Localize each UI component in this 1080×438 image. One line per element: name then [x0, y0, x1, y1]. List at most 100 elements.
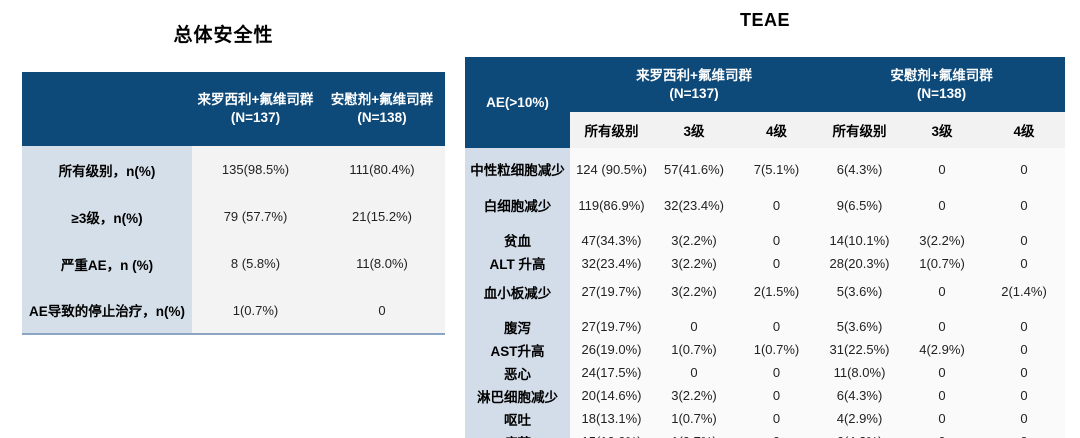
data-cell: 11(8.0%)	[319, 240, 445, 287]
data-cell: 1(0.7%)	[653, 430, 735, 438]
data-cell: 5(3.6%)	[818, 308, 902, 338]
data-cell: 2(1.5%)	[735, 274, 819, 309]
column-header-ribociclib: 来罗西利+氟维司群 (N=137)	[192, 72, 319, 146]
data-cell: 0	[901, 430, 984, 438]
teae-title: TEAE	[739, 10, 790, 30]
data-cell: 0	[983, 384, 1066, 407]
table-row: 腹泻 27(19.7%) 0 0 5(3.6%) 0 0	[465, 308, 1066, 338]
data-cell: 0	[983, 308, 1066, 338]
data-cell: 0	[901, 407, 984, 430]
data-cell: 0	[983, 361, 1066, 384]
data-cell: 0	[983, 251, 1066, 275]
row-label: 中性粒细胞减少	[465, 148, 570, 188]
table-row: 疲劳 15(10.9%) 1(0.7%) 0 6(4.3%) 0 0	[465, 430, 1066, 438]
data-cell: 0	[735, 251, 819, 275]
table-row: 呕吐 18(13.1%) 1(0.7%) 0 4(2.9%) 0 0	[465, 407, 1066, 430]
data-cell: 5(3.6%)	[818, 274, 902, 309]
table-row: 所有级别，n(%) 135(98.5%) 111(80.4%)	[22, 146, 445, 193]
data-cell: 4(2.9%)	[901, 338, 984, 361]
data-cell: 0	[653, 308, 735, 338]
data-cell: 6(4.3%)	[818, 430, 902, 438]
subcolumn-header: 所有级别	[570, 112, 653, 148]
data-cell: 0	[901, 361, 984, 384]
data-cell: 3(2.2%)	[653, 384, 735, 407]
data-cell: 3(2.2%)	[653, 251, 735, 275]
data-cell: 0	[983, 188, 1066, 222]
data-cell: 0	[735, 384, 819, 407]
row-label: 白细胞减少	[465, 188, 570, 222]
data-cell: 0	[735, 222, 819, 252]
data-cell: 0	[319, 287, 445, 334]
data-cell: 0	[735, 430, 819, 438]
row-label: 所有级别，n(%)	[22, 146, 192, 193]
subcolumn-header: 3级	[653, 112, 735, 148]
table-row: 恶心 24(17.5%) 0 0 11(8.0%) 0 0	[465, 361, 1066, 384]
data-cell: 0	[983, 430, 1066, 438]
table-row: 严重AE，n (%) 8 (5.8%) 11(8.0%)	[22, 240, 445, 287]
subcolumn-header: 所有级别	[818, 112, 902, 148]
data-cell: 119(86.9%)	[570, 188, 653, 222]
row-label: 血小板减少	[465, 274, 570, 309]
data-cell: 0	[901, 384, 984, 407]
group-name: 安慰剂+氟维司群	[890, 67, 993, 83]
row-label: AE导致的停止治疗，n(%)	[22, 287, 192, 334]
table-row: 中性粒细胞减少 124 (90.5%) 57(41.6%) 7(5.1%) 6(…	[465, 148, 1066, 188]
data-cell: 32(23.4%)	[653, 188, 735, 222]
data-cell: 31(22.5%)	[818, 338, 902, 361]
data-cell: 47(34.3%)	[570, 222, 653, 252]
table-row: ≥3级，n(%) 79 (57.7%) 21(15.2%)	[22, 193, 445, 240]
group-name: 安慰剂+氟维司群	[330, 91, 434, 107]
data-cell: 0	[735, 361, 819, 384]
data-cell: 0	[901, 274, 984, 309]
group-name: 来罗西利+氟维司群	[197, 91, 314, 107]
overall-safety-header-row: 来罗西利+氟维司群 (N=137) 安慰剂+氟维司群 (N=138)	[22, 72, 445, 146]
data-cell: 124 (90.5%)	[570, 148, 653, 188]
row-label: 淋巴细胞减少	[465, 384, 570, 407]
data-cell: 8 (5.8%)	[192, 240, 319, 287]
data-cell: 0	[735, 407, 819, 430]
table-row: AE导致的停止治疗，n(%) 1(0.7%) 0	[22, 287, 445, 334]
teae-group-header-row: AE(>10%) 来罗西利+氟维司群 (N=137) 安慰剂+氟维司群 (N=1…	[465, 57, 1066, 148]
table-row: ALT 升高 32(23.4%) 3(2.2%) 0 28(20.3%) 1(0…	[465, 251, 1066, 275]
data-cell: 79 (57.7%)	[192, 193, 319, 240]
data-cell: 7(5.1%)	[735, 148, 819, 188]
column-group-ribociclib: 来罗西利+氟维司群 (N=137)	[570, 57, 819, 112]
row-label: 恶心	[465, 361, 570, 384]
data-cell: 1(0.7%)	[653, 407, 735, 430]
data-cell: 15(10.9%)	[570, 430, 653, 438]
data-cell: 27(19.7%)	[570, 274, 653, 309]
data-cell: 6(4.3%)	[818, 148, 902, 188]
subcolumn-header: 3级	[901, 112, 984, 148]
data-cell: 0	[983, 407, 1066, 430]
row-label: 腹泻	[465, 308, 570, 338]
overall-safety-table: 来罗西利+氟维司群 (N=137) 安慰剂+氟维司群 (N=138) 所有级别，…	[22, 72, 445, 335]
teae-table: AE(>10%) 来罗西利+氟维司群 (N=137) 安慰剂+氟维司群 (N=1…	[465, 57, 1066, 438]
row-label: 呕吐	[465, 407, 570, 430]
data-cell: 0	[901, 308, 984, 338]
data-cell: 0	[653, 361, 735, 384]
table-row: 白细胞减少 119(86.9%) 32(23.4%) 0 9(6.5%) 0 0	[465, 188, 1066, 222]
row-label: 疲劳	[465, 430, 570, 438]
data-cell: 21(15.2%)	[319, 193, 445, 240]
data-cell: 111(80.4%)	[319, 146, 445, 193]
data-cell: 1(0.7%)	[192, 287, 319, 334]
data-cell: 0	[735, 188, 819, 222]
group-n: (N=138)	[916, 85, 967, 101]
row-label: 贫血	[465, 222, 570, 252]
data-cell: 24(17.5%)	[570, 361, 653, 384]
data-cell: 1(0.7%)	[653, 338, 735, 361]
data-cell: 28(20.3%)	[818, 251, 902, 275]
data-cell: 0	[983, 222, 1066, 252]
data-cell: 20(14.6%)	[570, 384, 653, 407]
column-group-placebo: 安慰剂+氟维司群 (N=138)	[818, 57, 1066, 112]
data-cell: 4(2.9%)	[818, 407, 902, 430]
data-cell: 3(2.2%)	[653, 222, 735, 252]
data-cell: 11(8.0%)	[818, 361, 902, 384]
data-cell: 14(10.1%)	[818, 222, 902, 252]
data-cell: 57(41.6%)	[653, 148, 735, 188]
data-cell: 3(2.2%)	[653, 274, 735, 309]
table-row: 血小板减少 27(19.7%) 3(2.2%) 2(1.5%) 5(3.6%) …	[465, 274, 1066, 309]
corner-cell	[22, 72, 192, 146]
data-cell: 1(0.7%)	[901, 251, 984, 275]
group-n: (N=137)	[669, 85, 719, 101]
